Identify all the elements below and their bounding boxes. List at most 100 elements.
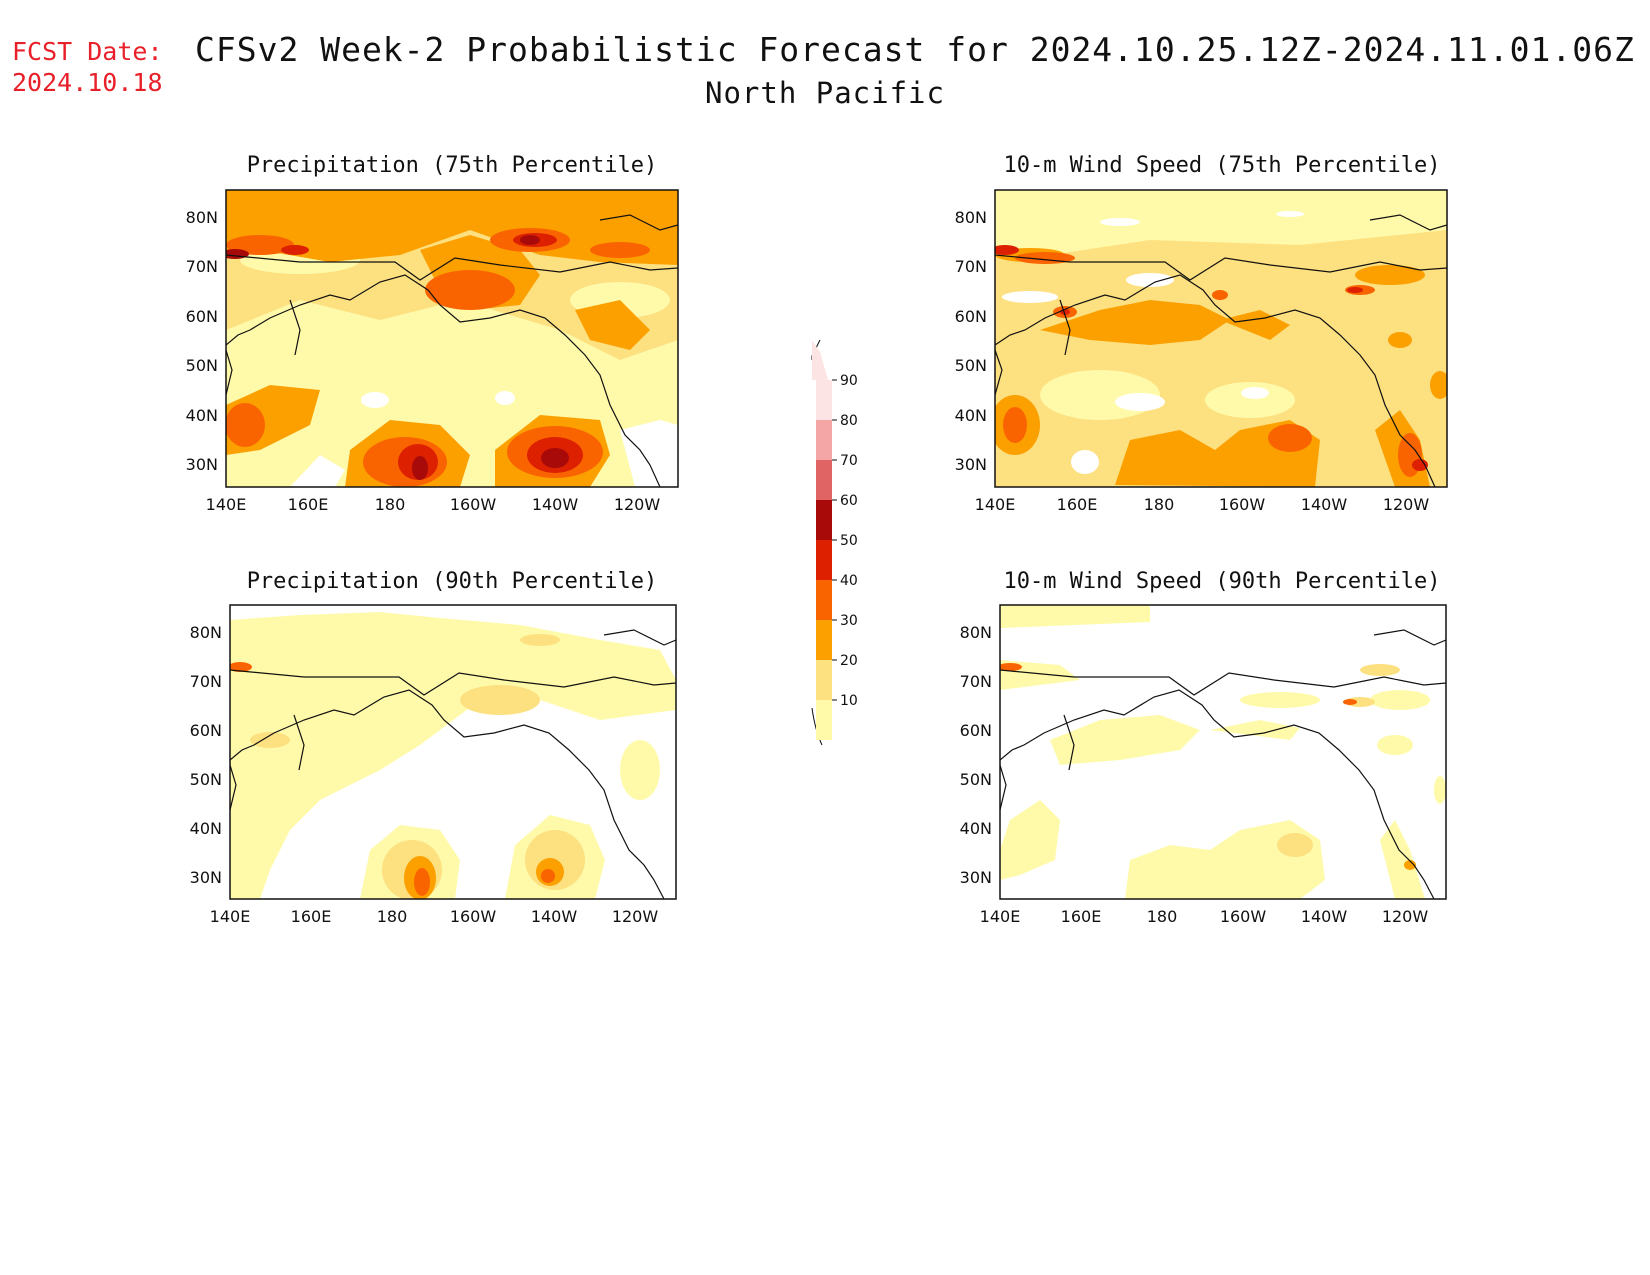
lat-tick: 70N [190, 672, 222, 691]
colorbar-label: 40 [840, 573, 858, 589]
frame-wind90 [999, 604, 1447, 900]
colorbar-label: 10 [840, 693, 858, 709]
panel-wind90: 10-m Wind Speed (90th Percentile) [960, 569, 1447, 926]
colorbar-top-triangle [812, 340, 828, 380]
colorbar-label: 60 [840, 493, 858, 509]
lon-tick: 160W [1220, 907, 1267, 926]
colorbar-swatch [816, 700, 832, 740]
lon-ticks-precip75: 140E 160E 180 160W 140W 120W [206, 495, 661, 514]
lon-ticks-wind75: 140E 160E 180 160W 140W 120W [975, 495, 1430, 514]
frame-precip75 [225, 189, 679, 488]
lon-ticks-precip90: 140E 160E 180 160W 140W 120W [210, 907, 659, 926]
colorbar-label: 90 [840, 373, 858, 389]
colorbar-swatch [816, 580, 832, 620]
lat-tick: 50N [190, 770, 222, 789]
field-wind75 [995, 190, 1447, 487]
panel-precip90: Precipitation (90th Percentile) [190, 569, 677, 926]
coastlines-wind90 [1000, 629, 1446, 899]
field-precip90 [230, 605, 676, 899]
forecast-date-block: FCST Date: 2024.10.18 [12, 36, 163, 98]
lat-tick: 40N [186, 406, 218, 425]
coastlines-wind75 [995, 214, 1447, 487]
lat-tick: 80N [186, 208, 218, 227]
lon-tick: 140E [980, 907, 1021, 926]
lon-tick: 180 [375, 495, 406, 514]
lat-ticks-precip75: 80N 70N 60N 50N 40N 30N [186, 208, 218, 474]
lon-tick: 140W [531, 907, 578, 926]
lat-tick: 70N [186, 257, 218, 276]
lon-tick: 160E [288, 495, 329, 514]
lon-tick: 140W [1301, 907, 1348, 926]
lon-tick: 160E [1061, 907, 1102, 926]
lon-tick: 180 [377, 907, 408, 926]
lat-tick: 40N [955, 406, 987, 425]
lon-tick: 160W [450, 495, 497, 514]
colorbar-label: 30 [840, 613, 858, 629]
lon-tick: 180 [1147, 907, 1178, 926]
panel-precip75: Precipitation (75th Percentile) [186, 153, 679, 514]
field-precip75 [226, 190, 678, 487]
lat-tick: 70N [960, 672, 992, 691]
lon-tick: 120W [1383, 495, 1430, 514]
lat-tick: 50N [960, 770, 992, 789]
panel-title-wind75: 10-m Wind Speed (75th Percentile) [1003, 153, 1440, 178]
lat-tick: 60N [960, 721, 992, 740]
lat-tick: 50N [186, 356, 218, 375]
lon-tick: 180 [1144, 495, 1175, 514]
lat-tick: 60N [955, 307, 987, 326]
panel-title-precip90: Precipitation (90th Percentile) [247, 569, 658, 594]
frame-wind75 [994, 189, 1448, 488]
lon-tick: 160W [450, 907, 497, 926]
lon-tick: 140W [1301, 495, 1348, 514]
lon-ticks-wind90: 140E 160E 180 160W 140W 120W [980, 907, 1429, 926]
coastlines-precip90 [230, 629, 676, 899]
lat-tick: 80N [190, 623, 222, 642]
lon-tick: 120W [1382, 907, 1429, 926]
lat-tick: 30N [190, 868, 222, 887]
lon-tick: 140E [975, 495, 1016, 514]
colorbar-swatch [816, 620, 832, 660]
lat-ticks-wind75: 80N 70N 60N 50N 40N 30N [955, 208, 987, 474]
colorbar-swatch [816, 660, 832, 700]
colorbar-swatch [816, 420, 832, 460]
figure-subtitle: North Pacific [705, 76, 945, 110]
colorbar-swatch [816, 380, 832, 420]
lat-tick: 30N [960, 868, 992, 887]
lon-tick: 160E [1057, 495, 1098, 514]
field-wind90 [1000, 605, 1446, 899]
lat-tick: 30N [186, 455, 218, 474]
colorbar-swatch [816, 540, 832, 580]
panel-title-precip75: Precipitation (75th Percentile) [247, 153, 658, 178]
lat-tick: 60N [186, 307, 218, 326]
fcst-date-value: 2024.10.18 [12, 68, 163, 97]
lat-tick: 40N [960, 819, 992, 838]
lat-tick: 30N [955, 455, 987, 474]
frame-precip90 [229, 604, 677, 900]
lon-tick: 140W [532, 495, 579, 514]
colorbar-label: 20 [840, 653, 858, 669]
colorbar-label: 80 [840, 413, 858, 429]
coastlines-precip75 [226, 214, 678, 487]
lon-tick: 120W [612, 907, 659, 926]
lat-tick: 80N [955, 208, 987, 227]
lat-tick: 70N [955, 257, 987, 276]
colorbar-swatch [816, 500, 832, 540]
lat-tick: 50N [955, 356, 987, 375]
colorbar: 90 80 70 60 50 40 30 20 10 [811, 339, 858, 746]
figure-title: CFSv2 Week-2 Probabilistic Forecast for … [195, 30, 1635, 69]
lon-tick: 160W [1219, 495, 1266, 514]
lat-tick: 60N [190, 721, 222, 740]
lon-tick: 140E [210, 907, 251, 926]
lon-tick: 140E [206, 495, 247, 514]
panel-title-wind90: 10-m Wind Speed (90th Percentile) [1003, 569, 1440, 594]
lat-tick: 80N [960, 623, 992, 642]
panel-wind75: 10-m Wind Speed (75th Percentile) [955, 153, 1448, 514]
colorbar-swatch [816, 460, 832, 500]
lat-tick: 40N [190, 819, 222, 838]
colorbar-label: 50 [840, 533, 858, 549]
lat-ticks-precip90: 80N 70N 60N 50N 40N 30N [190, 623, 222, 887]
lat-ticks-wind90: 80N 70N 60N 50N 40N 30N [960, 623, 992, 887]
lon-tick: 160E [291, 907, 332, 926]
colorbar-label: 70 [840, 453, 858, 469]
